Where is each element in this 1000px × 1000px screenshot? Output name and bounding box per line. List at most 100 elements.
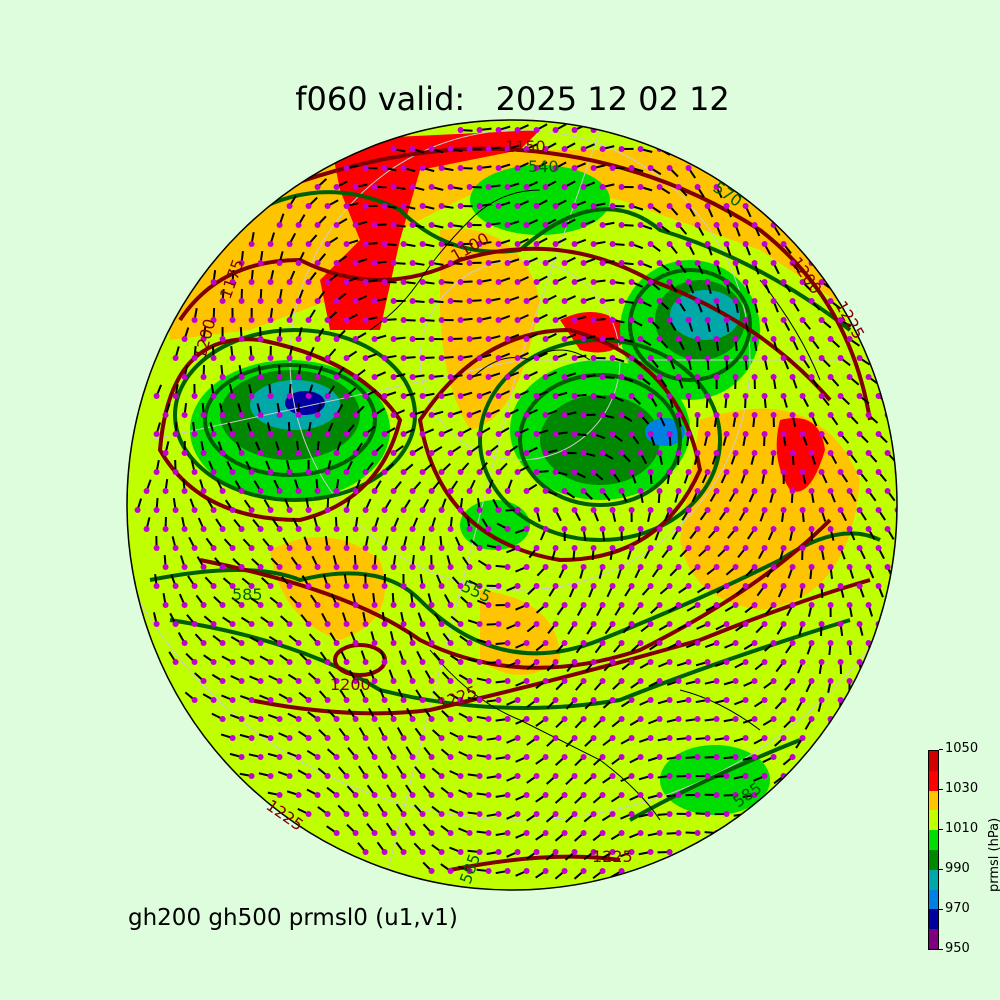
wind-dot [571, 849, 578, 855]
wind-dot [865, 564, 872, 570]
wind-dot [390, 526, 397, 532]
wind-dot [438, 507, 445, 513]
wind-dot [276, 678, 283, 684]
wind-dot [552, 355, 559, 361]
wind-dot [628, 393, 635, 399]
wind-dot [780, 583, 787, 589]
wind-dot [590, 659, 597, 665]
wind-dot [210, 697, 217, 703]
wind-dot [742, 697, 749, 703]
wind-dot [590, 279, 597, 285]
wind-dot [875, 507, 882, 513]
wind-dot [561, 488, 568, 494]
wind-dot [694, 184, 701, 190]
wind-dot [210, 355, 217, 361]
wind-dot [685, 583, 692, 589]
wind-dot [770, 716, 777, 722]
wind-dot [723, 203, 730, 209]
wind-dot [447, 678, 454, 684]
wind-dot [229, 431, 236, 437]
wind-dot [647, 583, 654, 589]
wind-dot [552, 773, 559, 779]
wind-dot [343, 811, 350, 817]
wind-dot [172, 469, 179, 475]
wind-dot [428, 640, 435, 646]
wind-dot [523, 716, 530, 722]
wind-dot [514, 659, 521, 665]
wind-dot [466, 868, 473, 874]
wind-dot [476, 203, 483, 209]
wind-dot [846, 450, 853, 456]
wind-dot [628, 659, 635, 665]
wind-dot [561, 336, 568, 342]
wind-dot [238, 602, 245, 608]
wind-dot [694, 374, 701, 380]
wind-dot [704, 811, 711, 817]
wind-dot [200, 678, 207, 684]
wind-dot [495, 317, 502, 323]
wind-dot [837, 469, 844, 475]
wind-dot [732, 298, 739, 304]
wind-dot [438, 697, 445, 703]
wind-dot [704, 431, 711, 437]
wind-dot [485, 830, 492, 836]
wind-dot [761, 735, 768, 741]
map-boundary [126, 119, 898, 891]
wind-dot [742, 621, 749, 627]
wind-dot [305, 203, 312, 209]
wind-dot [295, 792, 302, 798]
wind-dot [580, 488, 587, 494]
wind-dot [685, 697, 692, 703]
wind-dot [305, 393, 312, 399]
wind-dot [580, 868, 587, 874]
wind-dot [704, 507, 711, 513]
wind-dot [362, 317, 369, 323]
wind-dot [523, 678, 530, 684]
wind-dot [523, 830, 530, 836]
wind-dot [248, 279, 255, 285]
wind-dot [466, 564, 473, 570]
wind-dot [533, 393, 540, 399]
wind-dot [742, 431, 749, 437]
wind-dot [628, 317, 635, 323]
wind-dot [666, 849, 673, 855]
wind-dot [181, 526, 188, 532]
wind-dot [229, 697, 236, 703]
wind-dot [514, 431, 521, 437]
wind-dot [694, 754, 701, 760]
wind-dot [609, 241, 616, 247]
wind-dot [533, 355, 540, 361]
wind-dot [381, 469, 388, 475]
wind-dot [637, 374, 644, 380]
wind-dot [599, 716, 606, 722]
wind-dot [409, 374, 416, 380]
wind-dot [248, 355, 255, 361]
wind-dot [865, 450, 872, 456]
wind-dot [742, 659, 749, 665]
wind-dot [229, 279, 236, 285]
wind-dot [827, 640, 834, 646]
wind-dot [685, 469, 692, 475]
wind-dot [808, 602, 815, 608]
wind-dot [647, 279, 654, 285]
wind-dot [447, 564, 454, 570]
wind-dot [191, 697, 198, 703]
wind-dot [599, 146, 606, 152]
wind-dot [371, 412, 378, 418]
wind-dot [685, 431, 692, 437]
wind-dot [780, 621, 787, 627]
wind-dot [666, 431, 673, 437]
wind-dot [628, 849, 635, 855]
wind-dot [827, 488, 834, 494]
wind-dot [485, 716, 492, 722]
wind-dot [808, 336, 815, 342]
wind-dot [514, 203, 521, 209]
wind-dot [419, 697, 426, 703]
wind-dot [761, 393, 768, 399]
wind-dot [457, 127, 464, 133]
wind-dot [162, 602, 169, 608]
wind-dot [837, 659, 844, 665]
wind-dot [371, 678, 378, 684]
wind-dot [495, 849, 502, 855]
